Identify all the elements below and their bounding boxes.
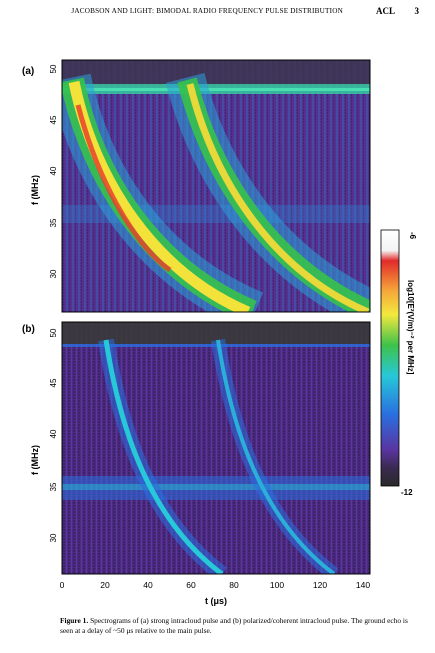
panel-b: (b) f (MHz) 30 35 40 45 50 [22,321,371,575]
spectrogram-figure: (a) f (MHz) 30 35 40 45 50 (b) f (MHz) 3… [22,59,417,606]
y-tick-label: 40 [49,429,58,438]
panel-b-ylabel: f (MHz) [30,445,40,475]
panel-b-horizontal-band [62,476,370,500]
x-tick-label: 20 [100,580,110,590]
figure-caption: Figure 1. Spectrograms of (a) strong int… [60,616,420,635]
caption-text: Spectrograms of (a) strong intracloud pu… [60,616,408,635]
panel-b-y-ticks: 30 35 40 45 50 [49,328,58,542]
y-tick-label: 50 [49,64,58,73]
x-axis-label: t (μs) [205,596,227,606]
colorbar: -6 log10[E²(V/m)⁻² per MHz] -12 [380,229,417,497]
x-tick-label: 80 [229,580,239,590]
panel-b-main-pulse [103,339,224,574]
panel-a-y-ticks: 30 35 40 45 50 [49,64,58,278]
panel-a-ylabel: f (MHz) [30,175,40,205]
y-tick-label: 45 [49,378,58,387]
y-tick-label: 45 [49,115,58,124]
panel-b-echo-pulse [216,339,336,574]
y-tick-label: 35 [49,218,58,227]
page-header: JACOBSON AND LIGHT: BIMODAL RADIO FREQUE… [0,6,435,21]
x-tick-label: 100 [270,580,284,590]
x-axis: 0 20 40 60 80 100 120 140 t (μs) [60,580,371,606]
colorbar-scale [380,229,400,487]
y-tick-label: 30 [49,269,58,278]
running-title: JACOBSON AND LIGHT: BIMODAL RADIO FREQUE… [71,7,343,15]
x-tick-label: 0 [60,580,65,590]
panel-a: (a) f (MHz) 30 35 40 45 50 [22,59,371,313]
panel-a-label: (a) [22,66,34,77]
colorbar-bottom-value: -12 [401,488,413,497]
x-tick-label: 60 [186,580,196,590]
y-tick-label: 30 [49,533,58,542]
panel-a-echo-pulse [186,83,370,312]
x-tick-label: 140 [356,580,370,590]
y-tick-label: 35 [49,482,58,491]
caption-figure-label: Figure 1. [60,616,89,625]
colorbar-top-value: -6 [408,232,417,240]
x-tick-label: 40 [143,580,153,590]
y-tick-label: 50 [49,328,58,337]
journal-abbrev: ACL [375,6,395,16]
y-tick-label: 40 [49,166,58,175]
x-tick-label: 120 [313,580,327,590]
colorbar-label: log10[E²(V/m)⁻² per MHz] [406,280,415,375]
page-number: 3 [414,6,420,16]
panel-b-label: (b) [22,324,35,335]
